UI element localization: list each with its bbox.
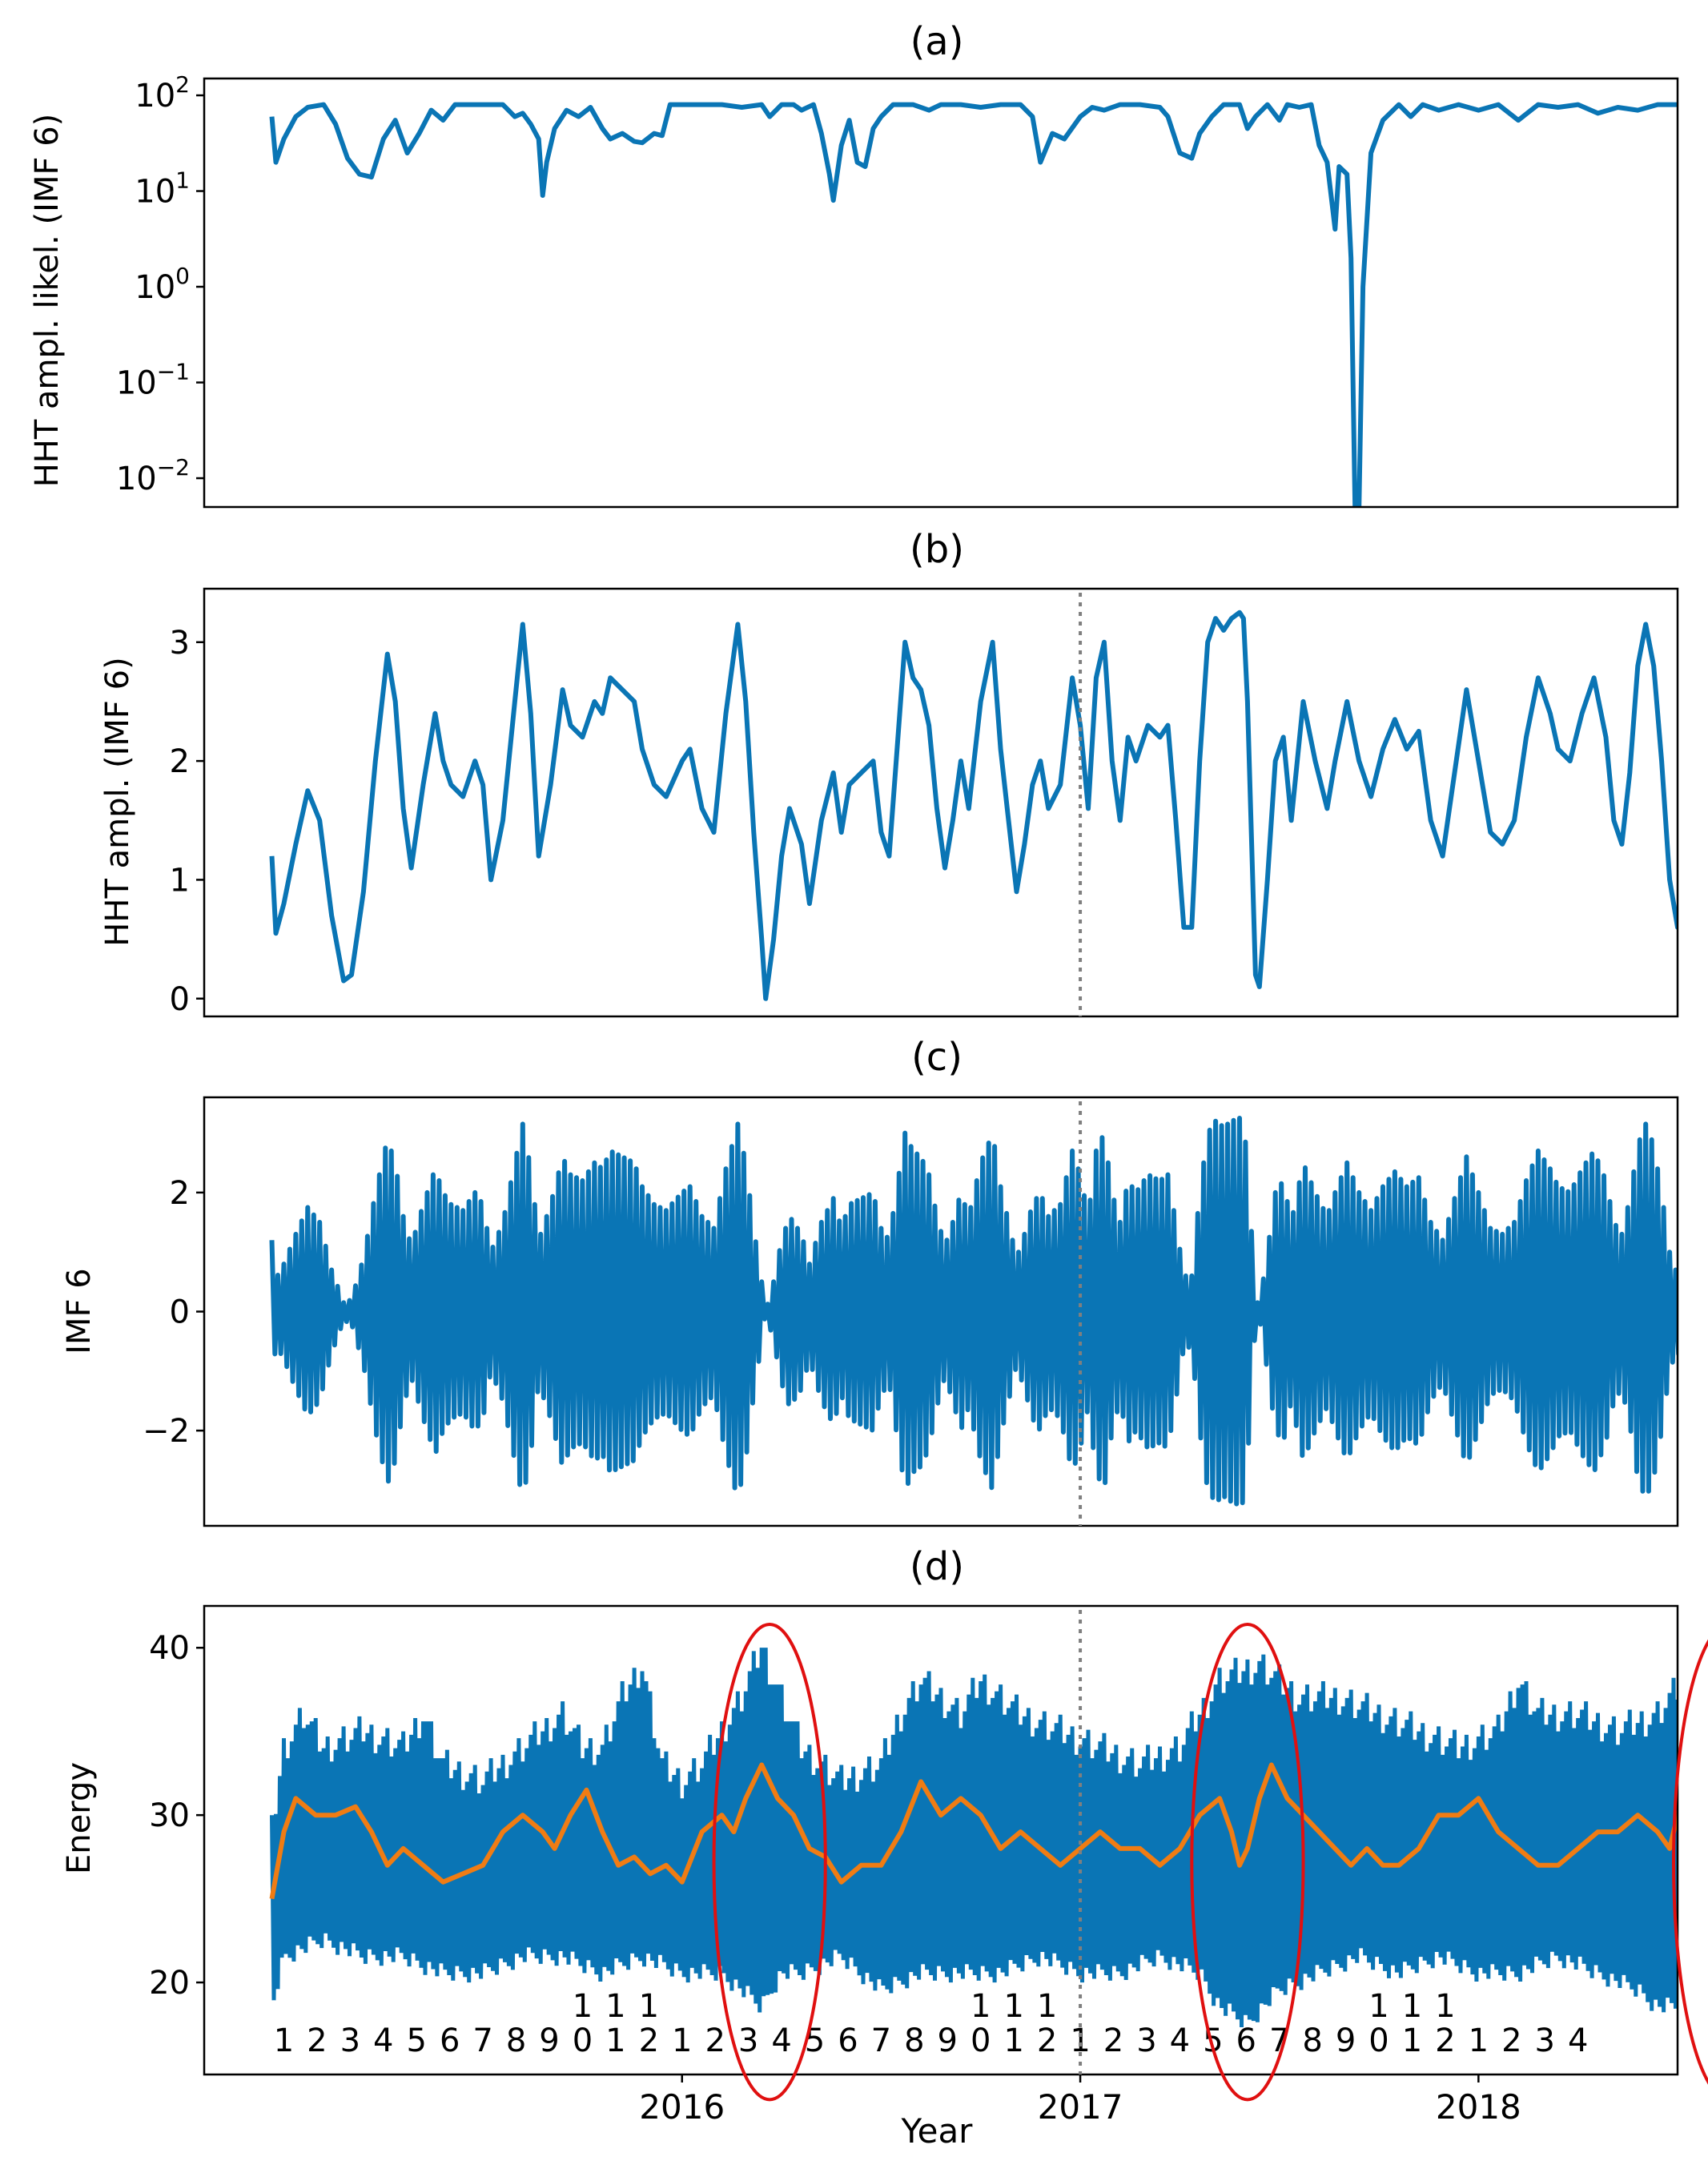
ytick-label-a: 101 [135, 167, 190, 211]
month-label: 1 [573, 1988, 593, 2025]
x-axis-label: Year [901, 2111, 974, 2151]
panel-a-title: (a) [910, 19, 964, 64]
ytick-label-c: 2 [170, 1175, 190, 1212]
month-label: 9 [1336, 2022, 1356, 2059]
month-label: 3 [1136, 2022, 1156, 2059]
year-tick-label: 2016 [639, 2087, 725, 2127]
month-label: 6 [838, 2022, 858, 2059]
month-label: 1 [672, 2022, 692, 2059]
month-label: 7 [871, 2022, 891, 2059]
month-label: 4 [1170, 2022, 1190, 2059]
ytick-label-a: 100 [135, 263, 190, 306]
panel-a-plot [269, 102, 1678, 507]
panel-c-frame [203, 1096, 1679, 1527]
panel-a-ylabel: HHT ampl. likel. (IMF 6) [29, 114, 66, 488]
series-line-a [269, 102, 1678, 507]
panel-a: (a) HHT ampl. likel. (IMF 6) 10−2 10−1 100… [29, 19, 1679, 509]
ytick-label-b: 3 [170, 625, 190, 662]
month-label: 2 [1037, 2022, 1057, 2059]
month-label: 2 [1435, 2022, 1455, 2059]
series-line-c [269, 1116, 1678, 1507]
ytick-label-d: 30 [149, 1797, 190, 1834]
ytick-label-a: 10−2 [116, 454, 190, 497]
month-label: 3 [738, 2022, 758, 2059]
ytick-label-d: 40 [149, 1630, 190, 1667]
ytick-label-c: −2 [143, 1413, 190, 1450]
month-label: 0 [971, 2022, 991, 2059]
panel-a-frame [203, 77, 1679, 509]
month-label: 1 [1469, 2022, 1489, 2059]
month-label: 1 [971, 1988, 991, 2025]
month-label: 8 [506, 2022, 526, 2059]
ytick-label-b: 1 [170, 862, 190, 899]
month-label: 4 [1568, 2022, 1588, 2059]
month-label: 1 [1368, 1988, 1389, 2025]
highlight-ellipse [1672, 1639, 1708, 2085]
panel-c: (c) IMF 6 −2 0 2 [61, 1035, 1679, 1527]
month-label: 0 [573, 2022, 593, 2059]
panel-a-yticks: 10−2 10−1 100 101 102 [116, 71, 204, 497]
month-label: 1 [1003, 1988, 1023, 2025]
panel-d-frame [203, 1604, 1679, 2076]
month-label: 2 [639, 2022, 659, 2059]
month-label: 1 [274, 2022, 294, 2059]
month-label: 6 [1236, 2022, 1256, 2059]
month-label: 3 [340, 2022, 360, 2059]
ytick-label-b: 0 [170, 981, 190, 1018]
panel-c-ylabel: IMF 6 [61, 1268, 98, 1354]
month-label: 1 [605, 2022, 625, 2059]
panel-b-frame [203, 587, 1679, 1018]
series-line-raw-energy [270, 1648, 1678, 2028]
year-tick-label: 2018 [1436, 2087, 1521, 2127]
month-label: 8 [904, 2022, 924, 2059]
month-label: 4 [771, 2022, 791, 2059]
month-label: 1 [1037, 1988, 1057, 2025]
panel-b-title: (b) [910, 527, 964, 572]
month-label: 5 [406, 2022, 426, 2059]
month-label: 1 [1402, 1988, 1422, 2025]
month-label: 6 [440, 2022, 460, 2059]
panel-b-ylabel: HHT ampl. (IMF 6) [99, 657, 136, 946]
highlight-ellipse [712, 1622, 827, 2102]
year-ticks: 2016 2017 2018 [639, 2074, 1521, 2127]
panel-b-plot [269, 610, 1678, 1001]
month-label: 2 [307, 2022, 327, 2059]
ytick-label-c: 0 [170, 1294, 190, 1331]
panel-d-plot [269, 1648, 1678, 2028]
month-label: 1 [605, 1988, 625, 2025]
month-label: 1 [1435, 1988, 1455, 2025]
panel-c-yticks: −2 0 2 [143, 1175, 204, 1450]
panel-c-plot [269, 1116, 1678, 1507]
month-label: 3 [1535, 2022, 1555, 2059]
panel-d-title: (d) [910, 1544, 964, 1589]
month-label: 8 [1302, 2022, 1322, 2059]
highlight-ellipse [1190, 1622, 1305, 2102]
panel-d-ylabel: Energy [61, 1762, 98, 1874]
month-label: 0 [1368, 2022, 1389, 2059]
panel-b-yticks: 0 1 2 3 [170, 625, 204, 1018]
year-tick-label: 2017 [1038, 2087, 1123, 2127]
month-label: 2 [705, 2022, 725, 2059]
month-label: 9 [539, 2022, 559, 2059]
month-label: 1 [639, 1988, 659, 2025]
panel-b: (b) HHT ampl. (IMF 6) 0 1 2 3 [99, 527, 1679, 1018]
series-line-smoothed-energy [269, 1762, 1678, 1900]
month-label: 2 [1501, 2022, 1521, 2059]
panel-d-yticks: 20 30 40 [149, 1630, 204, 2002]
month-label: 4 [373, 2022, 393, 2059]
month-label: 1 [1402, 2022, 1422, 2059]
ytick-label-a: 102 [135, 71, 190, 115]
ytick-label-b: 2 [170, 743, 190, 780]
series-line-b [269, 610, 1678, 1001]
month-label: 1 [1003, 2022, 1023, 2059]
month-label: 9 [938, 2022, 958, 2059]
panel-c-title: (c) [911, 1035, 963, 1080]
ytick-label-d: 20 [149, 1965, 190, 2002]
month-label: 2 [1103, 2022, 1123, 2059]
ytick-label-a: 10−1 [116, 359, 190, 402]
month-label: 7 [472, 2022, 492, 2059]
